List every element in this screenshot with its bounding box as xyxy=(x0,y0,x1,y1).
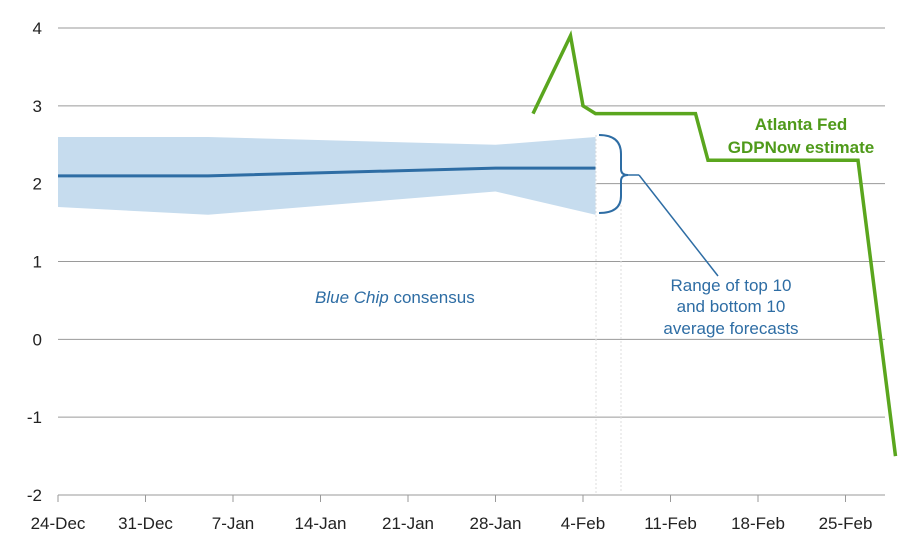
gdpnow-label-line-1: Atlanta Fed xyxy=(755,115,848,134)
y-tick-label: 0 xyxy=(33,330,42,349)
x-tick-label: 11-Feb xyxy=(644,514,697,533)
y-tick-label: -1 xyxy=(27,408,42,427)
y-tick-label: -2 xyxy=(27,486,42,505)
x-axis: 24-Dec 31-Dec 7-Jan 14-Jan 21-Jan 28-Jan 4-Feb… xyxy=(31,494,885,533)
gridlines xyxy=(58,27,885,418)
x-tick-label: 28-Jan xyxy=(470,514,522,533)
x-tick-label: 24-Dec xyxy=(31,514,86,533)
y-tick-label: 3 xyxy=(33,97,42,116)
blue-chip-label: Blue Chip consensus xyxy=(315,288,475,307)
blue-chip-consensus-line xyxy=(58,166,596,178)
y-tick-label: 4 xyxy=(33,19,42,38)
forecast-range-band xyxy=(58,137,596,215)
y-axis-ticks: 4 3 2 1 0 -1 -2 xyxy=(27,19,42,505)
x-tick-label: 31-Dec xyxy=(118,514,173,533)
x-tick-label: 18-Feb xyxy=(731,514,785,533)
forecast-range-area xyxy=(58,137,596,215)
x-tick-label: 4-Feb xyxy=(561,514,605,533)
blue-chip-label-rest: consensus xyxy=(389,288,475,307)
x-tick-label: 25-Feb xyxy=(819,514,873,533)
range-label-line-1: Range of top 10 xyxy=(671,276,792,295)
blue-chip-label-italic: Blue Chip xyxy=(315,288,389,307)
x-tick-label: 21-Jan xyxy=(382,514,434,533)
range-leader-line xyxy=(638,174,719,277)
y-tick-label: 1 xyxy=(33,253,42,272)
annotations: Blue Chip consensus Range of top 10 and … xyxy=(315,115,874,493)
y-tick-label: 2 xyxy=(33,175,42,194)
x-tick-label: 7-Jan xyxy=(212,514,255,533)
x-tick-label: 14-Jan xyxy=(295,514,347,533)
range-label-line-2: and bottom 10 xyxy=(677,297,786,316)
gdpnow-label-line-2: GDPNow estimate xyxy=(728,138,874,157)
range-bracket xyxy=(598,134,629,214)
series-lines xyxy=(58,30,898,457)
gdpnow-estimate-line xyxy=(531,30,898,457)
range-label-line-3: average forecasts xyxy=(663,319,798,338)
